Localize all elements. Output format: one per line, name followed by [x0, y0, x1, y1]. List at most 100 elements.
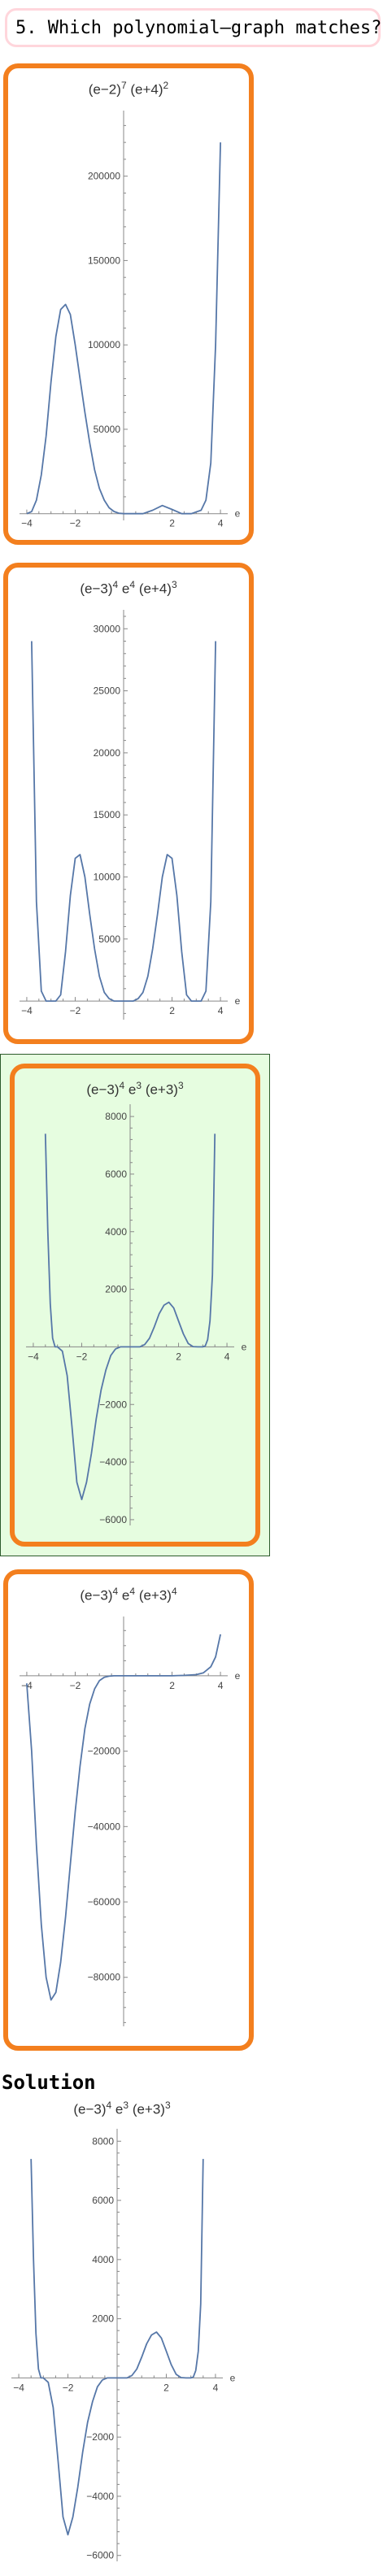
choice-4-plot: −4 −2 2 4e−80000−60000−40000−20000: [20, 1617, 241, 2026]
formula-exponent: 3: [177, 1080, 184, 1091]
formula-factor: (e+3): [132, 2101, 165, 2117]
solution-heading: Solution: [2, 2071, 96, 2094]
y-tick-label: 5000: [98, 933, 120, 945]
y-tick-label: 20000: [94, 747, 121, 759]
choice-4-formula: (e−3)4 e4 (e+3)4: [8, 1586, 249, 1604]
formula-factor: (e+4): [130, 81, 163, 98]
solution-plot-area: (e−3)4 e3 (e+3)3 −4 −2 2 4 e −6000 −4000 −2000 2…: [0, 2090, 244, 2576]
solution-plot: −4 −2 2 4e −6000 −4000 −2000 2000 4000 6000 8000: [11, 2129, 236, 2561]
x-tick-label: 4: [218, 1005, 224, 1016]
formula-factor: (e−3): [73, 2101, 107, 2117]
y-tick-label: −2000: [99, 1399, 127, 1410]
x-tick-label: 2: [169, 1005, 175, 1016]
formula-exponent: 3: [136, 1080, 142, 1091]
answer-choice-3[interactable]: (e−3)4 e3 (e+3)3 −4 −2 2 4 e −6000 −4000 −2000 2…: [10, 1064, 260, 1547]
y-tick-label: 25000: [94, 685, 121, 697]
formula-factor: e: [128, 1081, 137, 1098]
formula-exponent: 4: [129, 1586, 136, 1597]
formula-exponent: 4: [119, 1080, 125, 1091]
x-tick-label: −2: [63, 2382, 74, 2393]
formula-factor: e: [115, 2101, 124, 2117]
x-tick-label: 2: [163, 2382, 169, 2393]
y-tick-label: 50000: [94, 424, 121, 435]
formula-factor: (e+3): [138, 1587, 172, 1603]
answer-choice-2[interactable]: (e−3)4 e4 (e+4)3 −4 −2 2 4 e 5000 10000 15000 20…: [3, 563, 254, 1044]
series-curve: [44, 1134, 216, 1500]
formula-factor: (e−3): [80, 581, 113, 597]
formula-exponent: 2: [163, 80, 169, 91]
formula-factor: (e+3): [145, 1081, 178, 1098]
series-curve: [26, 142, 221, 515]
series-curve: [31, 641, 216, 1002]
formula-exponent: 3: [123, 2100, 129, 2111]
x-tick-label: 2: [169, 518, 175, 529]
x-axis-label: e: [230, 2372, 236, 2383]
formula-exponent: 3: [171, 579, 177, 590]
y-tick-label: 150000: [88, 255, 120, 266]
choice-3-formula: (e−3)4 e3 (e+3)3: [15, 1080, 255, 1099]
y-tick-label: −60000: [88, 1896, 121, 1908]
formula-exponent: 4: [112, 1586, 119, 1597]
y-tick-label: 30000: [94, 623, 121, 634]
y-tick-label: 4000: [92, 2254, 114, 2265]
formula-factor: (e−3): [86, 1081, 120, 1098]
y-tick-label: 8000: [105, 1111, 127, 1122]
y-tick-label: −80000: [88, 1972, 121, 1983]
question-text: 5. Which polynomial–graph matches?: [15, 18, 382, 38]
x-tick-label: −4: [21, 518, 33, 529]
formula-factor: (e−2): [88, 81, 121, 98]
question-box: 5. Which polynomial–graph matches?: [5, 8, 381, 47]
y-tick-label: −6000: [86, 2550, 114, 2561]
x-tick-label: 2: [169, 1680, 175, 1691]
x-tick-label: 4: [224, 1351, 230, 1362]
choice-1-formula: (e−2)7 (e+4)2: [8, 80, 249, 98]
y-tick-label: 15000: [94, 809, 121, 820]
y-tick-label: −4000: [99, 1456, 127, 1468]
formula-factor: e: [121, 581, 130, 597]
x-axis-label: e: [235, 508, 241, 520]
y-tick-label: 6000: [105, 1168, 127, 1180]
x-tick-label: −4: [13, 2382, 24, 2393]
solution-formula: (e−3)4 e3 (e+3)3: [0, 2100, 244, 2118]
formula-exponent: 4: [112, 579, 119, 590]
series-curve: [30, 2159, 204, 2536]
formula-exponent: 4: [106, 2100, 112, 2111]
y-tick-label: −40000: [88, 1821, 121, 1832]
x-tick-label: 2: [176, 1351, 181, 1362]
x-tick-label: −2: [70, 1005, 81, 1016]
y-tick-label: 2000: [92, 2313, 114, 2325]
formula-factor: e: [121, 1587, 130, 1603]
x-axis-label: e: [235, 1670, 241, 1682]
x-tick-label: −2: [76, 1351, 88, 1362]
series-curve: [26, 1634, 221, 2001]
choice-3-plot: −4 −2 2 4 e −6000 −4000 −2000 2000 4000 6000 8000: [26, 1104, 247, 1525]
y-tick-label: −2000: [86, 2431, 114, 2443]
x-axis-label: e: [235, 995, 241, 1007]
formula-exponent: 7: [120, 80, 127, 91]
formula-factor: (e−3): [80, 1587, 113, 1603]
choice-2-formula: (e−3)4 e4 (e+4)3: [8, 579, 249, 598]
y-tick-label: −4000: [86, 2491, 114, 2502]
x-tick-label: 4: [218, 1680, 224, 1691]
y-tick-label: 200000: [88, 171, 120, 182]
formula-exponent: 4: [129, 579, 136, 590]
answer-choice-1[interactable]: (e−2)7 (e+4)2 −4 −2 2 4 e 50000 100000 150000 20…: [3, 63, 254, 545]
y-tick-label: 2000: [105, 1284, 127, 1295]
choice-2-plot: −4 −2 2 4e 5000 10000 15000 20000 25000 30000: [20, 610, 241, 1020]
y-tick-label: 4000: [105, 1226, 127, 1238]
x-tick-label: −4: [28, 1351, 39, 1362]
formula-exponent: 4: [171, 1586, 177, 1597]
x-tick-label: 4: [218, 518, 224, 529]
formula-exponent: 3: [164, 2100, 171, 2111]
answer-choice-4[interactable]: (e−3)4 e4 (e+3)4 −4 −2 2 4 e −80000 −60000 −400…: [3, 1569, 254, 2051]
x-tick-label: −2: [70, 1680, 81, 1691]
choice-1-plot: −4 −2 2 4e 50000 100000 150000 200000: [20, 111, 241, 529]
y-tick-label: −6000: [99, 1514, 127, 1525]
formula-factor: (e+4): [138, 581, 172, 597]
y-tick-label: 10000: [94, 871, 121, 882]
y-tick-label: 8000: [92, 2135, 114, 2147]
x-tick-label: −4: [21, 1005, 33, 1016]
x-tick-label: 4: [213, 2382, 219, 2393]
x-tick-label: −2: [70, 518, 81, 529]
y-tick-label: 100000: [88, 339, 120, 350]
